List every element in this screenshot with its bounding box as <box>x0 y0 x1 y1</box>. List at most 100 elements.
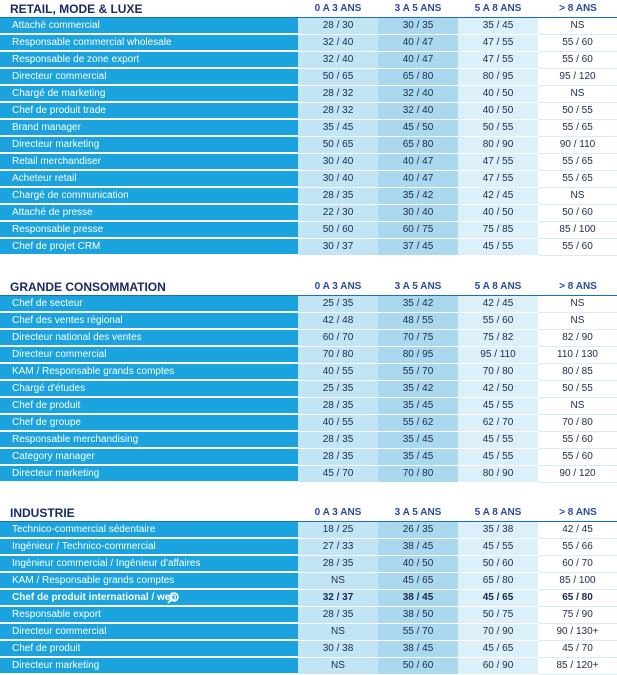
column-header: > 8 ANS <box>559 3 597 14</box>
section: GRANDE CONSOMMATION 0 A 3 ANS 3 A 5 ANS 5 A… <box>0 278 617 483</box>
salary-cell: 70 / 80 <box>458 364 538 381</box>
salary-cell: 80 / 85 <box>538 364 617 381</box>
table-row: Directeur marketing NS 50 / 60 60 / 90 85 / … <box>0 658 617 675</box>
row-label: Chef de groupe <box>0 415 298 431</box>
row-label: Directeur national des ventes <box>0 330 298 346</box>
salary-cell: 80 / 90 <box>458 137 538 154</box>
salary-cell: 82 / 90 <box>538 330 617 347</box>
salary-cell: 30 / 35 <box>378 18 458 35</box>
salary-cell: 90 / 110 <box>538 137 617 154</box>
section-header: GRANDE CONSOMMATION 0 A 3 ANS 3 A 5 ANS 5 A… <box>0 278 617 296</box>
salary-cell: 50 / 75 <box>458 607 538 624</box>
salary-cell: 35 / 38 <box>458 522 538 539</box>
column-header: > 8 ANS <box>559 281 597 292</box>
salary-cell: 65 / 80 <box>378 137 458 154</box>
salary-cell: 55 / 70 <box>378 364 458 381</box>
table-row: Chef de groupe 40 / 55 55 / 62 62 / 70 70 / … <box>0 415 617 432</box>
row-label: Chef de produit trade <box>0 103 298 119</box>
salary-cell: 45 / 65 <box>458 590 538 607</box>
row-label: Chef des ventes régional <box>0 313 298 329</box>
salary-cell: 42 / 48 <box>298 313 378 330</box>
row-label: Technico-commercial sédentaire <box>0 522 298 538</box>
column-header: 5 A 8 ANS <box>474 3 522 14</box>
salary-cell: 45 / 50 <box>378 120 458 137</box>
salary-cell: 45 / 55 <box>458 398 538 415</box>
salary-cell: 50 / 65 <box>298 137 378 154</box>
salary-cell: 40 / 50 <box>458 86 538 103</box>
section-header: INDUSTRIE 0 A 3 ANS 3 A 5 ANS 5 A 8 ANS > 8 … <box>0 504 617 522</box>
row-label: Responsable presse <box>0 222 298 238</box>
salary-cell: 75 / 85 <box>458 222 538 239</box>
salary-cell: 42 / 45 <box>538 522 617 539</box>
salary-cell: 32 / 40 <box>298 35 378 52</box>
salary-cell: 90 / 120 <box>538 466 617 483</box>
salary-cell: 70 / 80 <box>298 347 378 364</box>
section-header: RETAIL, MODE & LUXE 0 A 3 ANS 3 A 5 ANS 5 A… <box>0 0 617 18</box>
salary-cell: 42 / 45 <box>458 296 538 313</box>
salary-cell: 45 / 65 <box>378 573 458 590</box>
salary-cell: 22 / 30 <box>298 205 378 222</box>
salary-cell: 55 / 65 <box>538 154 617 171</box>
row-label: Directeur marketing <box>0 658 298 674</box>
salary-cell: 47 / 55 <box>458 171 538 188</box>
table-row: Attaché commercial 28 / 30 30 / 35 35 / 45 N… <box>0 18 617 35</box>
row-label: Responsable export <box>0 607 298 623</box>
salary-cell: 70 / 80 <box>378 466 458 483</box>
salary-cell: 50 / 60 <box>298 222 378 239</box>
section: INDUSTRIE 0 A 3 ANS 3 A 5 ANS 5 A 8 ANS > 8 … <box>0 504 617 675</box>
salary-cell: 90 / 130+ <box>538 624 617 641</box>
row-label: Responsable de zone export <box>0 52 298 68</box>
table-row: Responsable de zone export 32 / 40 40 / 47… <box>0 52 617 69</box>
table-row: Chargé de marketing 28 / 32 32 / 40 40 / 50… <box>0 86 617 103</box>
salary-cell: 95 / 120 <box>538 69 617 86</box>
table-row: Attaché de presse 22 / 30 30 / 40 40 / 50 50… <box>0 205 617 222</box>
salary-cell: 40 / 47 <box>378 171 458 188</box>
salary-cell: 40 / 47 <box>378 52 458 69</box>
table-row: Responsable merchandising 28 / 35 35 / 45 4… <box>0 432 617 449</box>
salary-cell: 55 / 60 <box>538 52 617 69</box>
salary-cell: 70 / 75 <box>378 330 458 347</box>
salary-cell: 30 / 38 <box>298 641 378 658</box>
salary-cell: 28 / 30 <box>298 18 378 35</box>
column-header: 0 A 3 ANS <box>314 3 362 14</box>
salary-cell: 55 / 65 <box>538 171 617 188</box>
salary-cell: NS <box>538 18 617 35</box>
table-row: Chargé d'études 25 / 35 35 / 42 42 / 50 50 /… <box>0 381 617 398</box>
salary-cell: 35 / 42 <box>378 296 458 313</box>
salary-cell: 35 / 42 <box>378 381 458 398</box>
salary-cell: 65 / 80 <box>538 590 617 607</box>
salary-cell: 55 / 60 <box>458 313 538 330</box>
row-label: Responsable commercial wholesale <box>0 35 298 51</box>
salary-cell: 60 / 70 <box>538 556 617 573</box>
salary-cell: 95 / 110 <box>458 347 538 364</box>
salary-cell: 30 / 37 <box>298 239 378 256</box>
row-label: Chargé d'études <box>0 381 298 397</box>
salary-cell: 55 / 60 <box>538 449 617 466</box>
table-row: Chef de projet CRM 30 / 37 37 / 45 45 / 55 5… <box>0 239 617 256</box>
column-header: 5 A 8 ANS <box>474 507 522 518</box>
table-row: Chef de secteur 25 / 35 35 / 42 42 / 45 NS <box>0 296 617 313</box>
row-label: Responsable merchandising <box>0 432 298 448</box>
salary-cell: 28 / 35 <box>298 556 378 573</box>
salary-cell: 60 / 70 <box>298 330 378 347</box>
salary-cell: 42 / 45 <box>458 188 538 205</box>
salary-cell: 40 / 47 <box>378 154 458 171</box>
salary-cell: 40 / 50 <box>458 205 538 222</box>
salary-cell: NS <box>298 624 378 641</box>
section: RETAIL, MODE & LUXE 0 A 3 ANS 3 A 5 ANS 5 A… <box>0 0 617 256</box>
salary-cell: 65 / 80 <box>378 69 458 86</box>
row-label: Category manager <box>0 449 298 465</box>
row-label: Ingénieur / Technico-commercial <box>0 539 298 555</box>
salary-cell: 40 / 50 <box>378 556 458 573</box>
salary-cell: 32 / 40 <box>378 103 458 120</box>
salary-cell: NS <box>298 658 378 675</box>
row-label: KAM / Responsable grands comptes <box>0 364 298 380</box>
salary-cell: NS <box>538 188 617 205</box>
salary-cell: 80 / 95 <box>458 69 538 86</box>
salary-cell: 35 / 42 <box>378 188 458 205</box>
salary-cell: 45 / 70 <box>538 641 617 658</box>
table-row: Responsable commercial wholesale 32 / 40 4… <box>0 35 617 52</box>
salary-cell: 32 / 40 <box>298 52 378 69</box>
salary-cell: 35 / 45 <box>298 120 378 137</box>
